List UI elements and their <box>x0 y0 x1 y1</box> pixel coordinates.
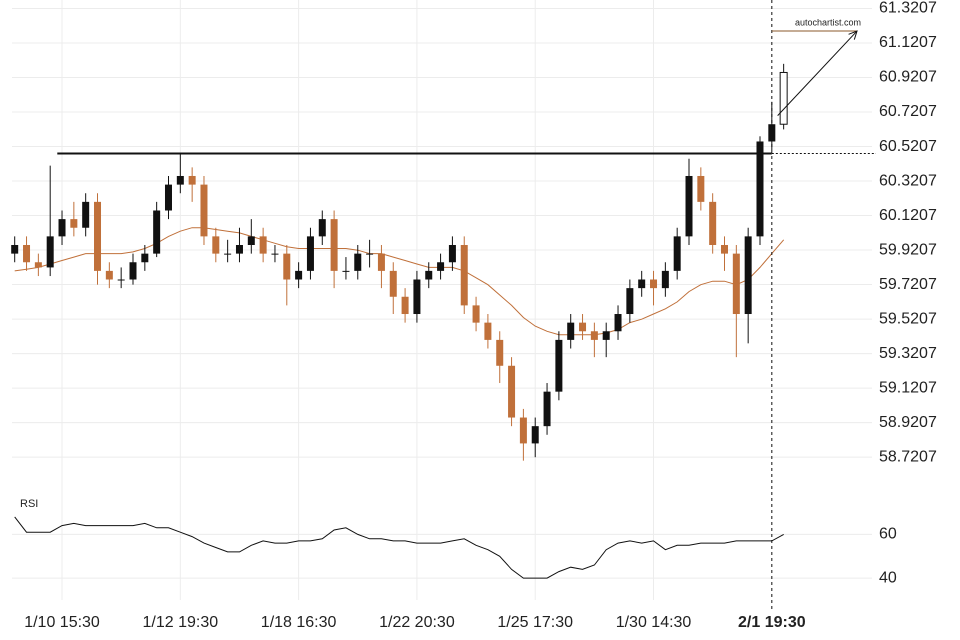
candle-body <box>188 175 196 185</box>
candle-body <box>744 236 752 315</box>
y-tick-label: 58.7207 <box>879 448 937 465</box>
candle-body <box>673 236 681 271</box>
candle-body <box>709 201 717 245</box>
y-tick-label: 58.9207 <box>879 414 937 431</box>
candle-body <box>401 296 409 315</box>
candle-body <box>602 331 610 340</box>
candle-body <box>614 314 622 332</box>
candle-body <box>342 270 350 272</box>
rsi-tick-label: 40 <box>879 569 897 586</box>
candle-body <box>590 331 598 340</box>
candle-body <box>11 245 19 254</box>
candle-body <box>235 245 243 254</box>
x-tick-label: 1/12 19:30 <box>143 614 219 631</box>
y-tick-label: 59.1207 <box>879 379 937 396</box>
candle-body <box>721 245 728 254</box>
candle-body <box>164 184 172 211</box>
x-tick-label: 1/25 17:30 <box>497 614 573 631</box>
candle-body <box>448 245 456 263</box>
candle-body <box>247 236 255 245</box>
y-tick-label: 59.3207 <box>879 345 937 362</box>
candle-body <box>768 124 776 142</box>
rsi-label: RSI <box>20 498 38 510</box>
candle-body <box>756 141 764 237</box>
candle-body <box>437 262 445 271</box>
y-tick-label: 60.9207 <box>879 69 937 86</box>
candle-body <box>70 219 78 228</box>
candle-body <box>389 270 397 297</box>
forecast-arrow <box>777 30 858 116</box>
candle-body <box>425 270 433 280</box>
candle-body <box>366 253 374 255</box>
candle-body <box>200 184 208 237</box>
candle-body <box>377 253 385 271</box>
candle-body <box>779 71 788 125</box>
candle-body <box>650 279 658 289</box>
x-tick-label: 1/30 14:30 <box>616 614 692 631</box>
candle-body <box>141 253 149 263</box>
candle-body <box>58 219 66 237</box>
candle-body <box>117 279 125 281</box>
candle-body <box>23 245 31 263</box>
candle-body <box>82 201 90 228</box>
x-tick-label: 1/10 15:30 <box>24 614 100 631</box>
candle-body <box>413 279 421 315</box>
candle-body <box>153 210 161 254</box>
y-tick-label: 61.3207 <box>879 0 937 17</box>
candle-body <box>212 236 220 254</box>
candle-body <box>259 236 267 254</box>
arrow-head <box>848 30 858 40</box>
y-tick-label: 59.5207 <box>879 310 937 327</box>
candle-body <box>460 245 468 306</box>
y-tick-label: 60.1207 <box>879 207 937 224</box>
candle-body <box>176 175 184 185</box>
candle-body <box>496 339 504 366</box>
x-tick-label: 1/22 20:30 <box>379 614 455 631</box>
y-tick-label: 60.5207 <box>879 138 937 155</box>
x-tick-label: 1/18 16:30 <box>261 614 337 631</box>
y-tick-label: 59.9207 <box>879 241 937 258</box>
candle-body <box>697 175 705 202</box>
candle-body <box>330 219 338 271</box>
candle-body <box>508 365 516 418</box>
candle-body <box>484 322 492 340</box>
candle-body <box>732 253 740 315</box>
candle-body <box>46 236 54 268</box>
x-tick-label: 2/1 19:30 <box>738 614 806 631</box>
candle-body <box>472 305 480 323</box>
candle-body <box>318 219 326 237</box>
candle-body <box>295 270 303 280</box>
candle-body <box>567 322 575 340</box>
candle-body <box>531 426 539 444</box>
candle-body <box>34 262 42 268</box>
forecast-label: autochartist.com <box>795 17 861 27</box>
candle-body <box>638 279 646 289</box>
candle-body <box>306 236 314 271</box>
candle-body <box>685 175 693 237</box>
candle-body <box>354 253 362 271</box>
y-tick-label: 60.7207 <box>879 103 937 120</box>
y-tick-label: 60.3207 <box>879 172 937 189</box>
candle-body <box>519 417 527 444</box>
candle-body <box>94 201 102 271</box>
candle-body <box>579 322 587 332</box>
candle-body <box>224 253 232 255</box>
candle-body <box>283 253 291 280</box>
candle-body <box>555 339 563 392</box>
candle-body <box>543 391 551 427</box>
y-tick-label: 59.7207 <box>879 276 937 293</box>
candle-body <box>626 288 634 315</box>
candle-body <box>661 270 669 289</box>
candle-body <box>129 262 137 280</box>
candle-body <box>271 253 279 255</box>
rsi-tick-label: 60 <box>879 526 897 543</box>
candle-body <box>105 270 113 280</box>
rsi-line <box>14 516 784 579</box>
moving-average <box>14 227 785 336</box>
y-tick-label: 61.1207 <box>879 34 937 51</box>
